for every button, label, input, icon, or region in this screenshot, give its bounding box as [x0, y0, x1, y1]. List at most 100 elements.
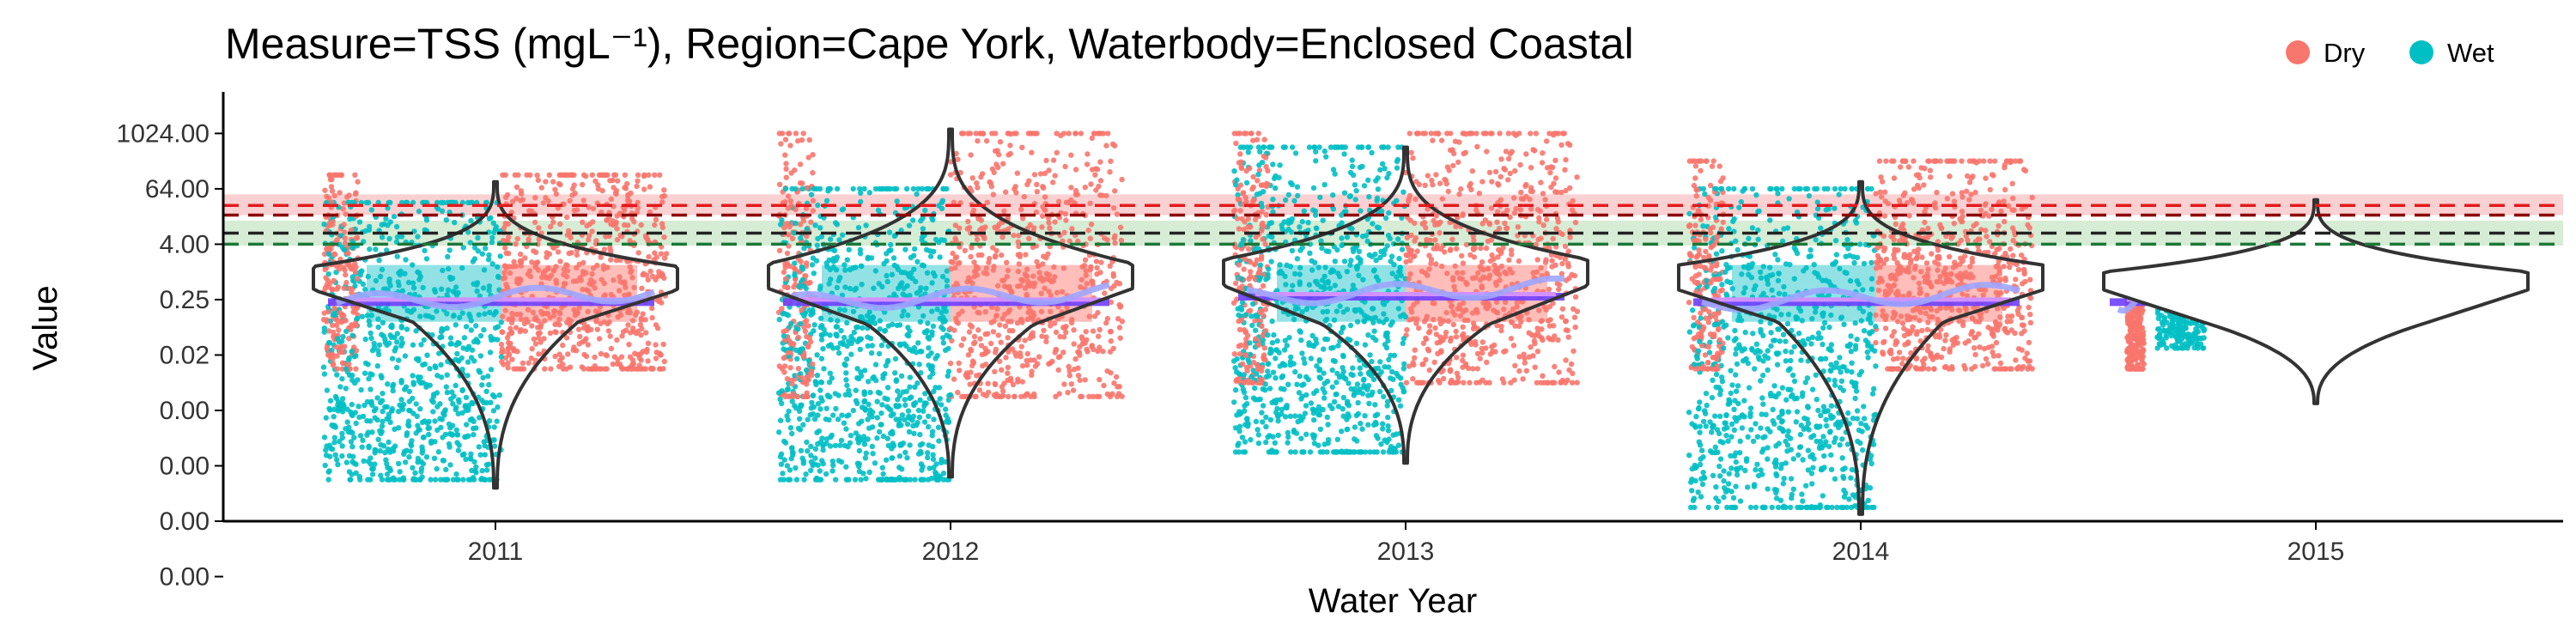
wet-point — [935, 424, 942, 430]
dry-point — [1102, 290, 1108, 296]
dry-point — [1236, 226, 1242, 232]
wet-point — [841, 307, 848, 313]
dry-point — [1030, 330, 1036, 336]
wet-point — [910, 217, 916, 223]
wet-point — [1340, 394, 1347, 401]
wet-point — [842, 392, 848, 398]
dry-point — [967, 322, 974, 328]
wet-point — [491, 443, 498, 449]
wet-point — [906, 222, 913, 228]
wet-point — [398, 343, 404, 349]
dry-point — [1071, 327, 1077, 333]
wet-point — [1327, 285, 1334, 291]
dry-point — [1572, 324, 1578, 331]
dry-point — [968, 152, 974, 158]
wet-point — [857, 246, 864, 253]
dry-point — [1426, 367, 1433, 374]
wet-point — [455, 397, 462, 403]
dry-point — [1038, 275, 1045, 281]
dry-point — [996, 151, 1002, 158]
wet-point — [1352, 197, 1358, 203]
dry-point — [1096, 183, 1102, 190]
dry-point — [1549, 258, 1555, 264]
wet-point — [829, 375, 835, 381]
dry-point — [1562, 243, 1569, 250]
wet-point — [1384, 243, 1390, 249]
dry-point — [328, 184, 335, 190]
wet-point — [793, 185, 799, 192]
wet-point — [925, 450, 931, 456]
wet-point — [452, 219, 458, 226]
dry-point — [1512, 323, 1518, 329]
dry-point — [1040, 184, 1046, 190]
wet-point — [321, 325, 328, 331]
wet-point — [780, 471, 786, 477]
wet-point — [374, 363, 380, 369]
dry-point — [1424, 236, 1430, 243]
wet-point — [365, 459, 372, 465]
dry-point — [346, 192, 352, 198]
dry-point — [623, 284, 629, 290]
dry-point — [1096, 333, 1102, 339]
wet-point — [1400, 366, 1407, 372]
wet-point — [830, 412, 836, 418]
dry-point — [530, 309, 537, 316]
wet-point — [378, 441, 384, 448]
dry-point — [557, 221, 563, 228]
wet-point — [815, 440, 821, 447]
wet-point — [1384, 403, 1390, 409]
dry-point — [612, 172, 619, 178]
wet-point — [884, 385, 891, 391]
dry-point — [1435, 131, 1441, 137]
dry-point — [1424, 313, 1431, 319]
wet-point — [440, 267, 446, 274]
dry-point — [589, 270, 595, 277]
wet-point — [479, 468, 485, 474]
wet-point — [393, 223, 400, 230]
wet-point — [801, 477, 807, 483]
wet-point — [1386, 210, 1392, 216]
wet-point — [485, 257, 492, 263]
dry-point — [540, 270, 546, 276]
dry-point — [347, 285, 353, 292]
dry-point — [613, 258, 620, 264]
wet-point — [346, 424, 352, 430]
wet-point — [1395, 269, 1402, 275]
wet-point — [881, 260, 887, 267]
wet-point — [897, 442, 903, 448]
wet-point — [337, 438, 343, 445]
wet-point — [903, 343, 909, 349]
wet-point — [821, 366, 827, 372]
dry-point — [1052, 349, 1058, 355]
wet-point — [827, 394, 833, 400]
wet-point — [1330, 192, 1336, 198]
dry-point — [610, 218, 616, 224]
dry-point — [639, 285, 645, 291]
wet-point — [891, 262, 897, 269]
wet-point — [920, 313, 927, 319]
dry-point — [1565, 334, 1571, 340]
wet-point — [460, 477, 466, 483]
wet-point — [912, 477, 918, 483]
dry-point — [1050, 179, 1056, 185]
wet-point — [851, 329, 857, 336]
wet-point — [785, 477, 792, 483]
dry-point — [1062, 163, 1068, 170]
wet-point — [1324, 449, 1330, 455]
wet-point — [833, 405, 839, 412]
wet-point — [919, 467, 925, 473]
wet-point — [844, 382, 850, 389]
dry-point — [1463, 280, 1469, 286]
wet-point — [1373, 178, 1379, 184]
dry-point — [1437, 230, 1443, 236]
wet-point — [371, 340, 377, 347]
dry-point — [586, 233, 592, 239]
dry-point — [1017, 350, 1024, 356]
dry-point — [1440, 375, 1447, 382]
wet-point — [361, 458, 367, 465]
dry-point — [330, 362, 337, 368]
dry-point — [1467, 183, 1473, 189]
wet-point — [789, 446, 795, 452]
wet-point — [355, 404, 361, 410]
dry-point — [586, 237, 592, 243]
